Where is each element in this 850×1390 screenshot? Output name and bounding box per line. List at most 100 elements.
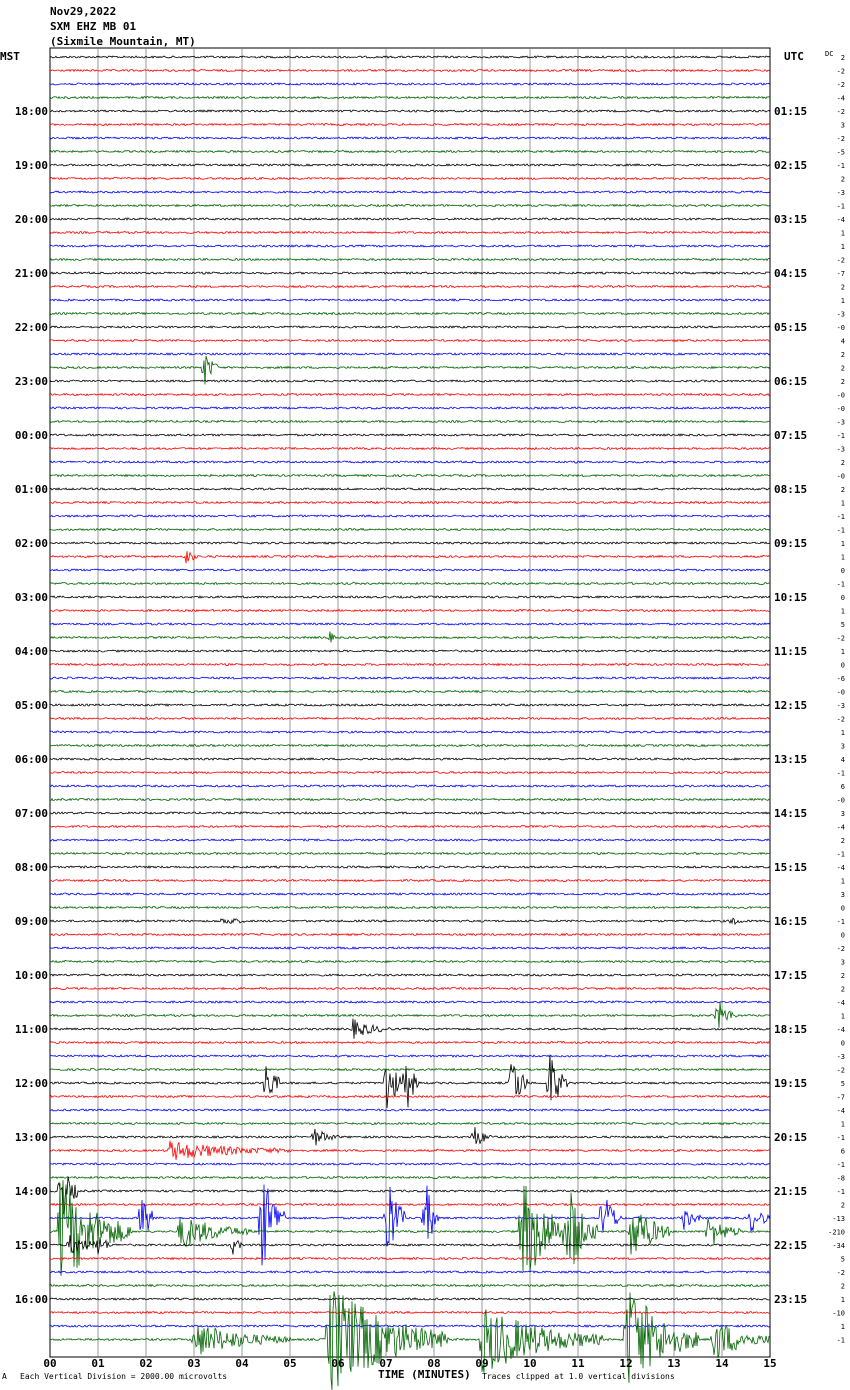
dc-offset-value: 1 (841, 878, 845, 886)
trace-row (49, 1176, 771, 1215)
mst-hour-label: 02:00 (15, 537, 48, 550)
dc-offset-value: -4 (837, 999, 845, 1007)
trace-row (49, 1000, 771, 1004)
dc-offset-value: 5 (841, 1080, 845, 1088)
trace-row (49, 1054, 771, 1109)
trace-row (49, 136, 771, 140)
utc-hour-label: 07:15 (774, 429, 807, 442)
utc-hour-label: 05:15 (774, 321, 807, 334)
trace-row (49, 298, 771, 302)
dc-offset-value: 3 (841, 959, 845, 967)
trace-row (49, 838, 771, 842)
trace-row (49, 514, 771, 518)
trace-row (49, 851, 771, 856)
dc-offset-value: -0 (837, 324, 845, 332)
dc-offset-value: 2 (841, 351, 845, 359)
dc-offset-value: 3 (841, 891, 845, 899)
trace-row (49, 770, 770, 775)
trace-row (49, 271, 771, 275)
mst-hour-label: 05:00 (15, 699, 48, 712)
dc-offset-value: -4 (837, 216, 845, 224)
trace-row (50, 551, 771, 564)
dc-offset-value: -7 (837, 1094, 845, 1102)
trace-row (49, 460, 771, 464)
dc-offset-value: 1 (841, 540, 845, 548)
x-tick-label: 01 (91, 1357, 105, 1370)
chart-location: (Sixmile Mountain, MT) (50, 35, 196, 48)
trace-row (49, 622, 771, 626)
trace-row (49, 149, 771, 154)
mst-hour-label: 00:00 (15, 429, 48, 442)
dc-offset-value: 1 (841, 554, 845, 562)
trace-row (49, 55, 771, 59)
trace-row (50, 1108, 771, 1112)
chart-date: Nov29,2022 (50, 5, 117, 18)
trace-row (49, 406, 771, 410)
trace-row (49, 352, 771, 356)
trace-row (50, 1235, 771, 1255)
utc-hour-label: 22:15 (774, 1239, 807, 1252)
x-tick-label: 05 (283, 1357, 296, 1370)
trace-row (49, 446, 771, 451)
dc-offset-value: 0 (841, 1040, 845, 1048)
trace-row (49, 325, 771, 329)
trace-row (49, 973, 771, 977)
mst-hour-label: 04:00 (15, 645, 48, 658)
dc-offset-value: -8 (837, 1175, 845, 1183)
dc-offset-value: 2 (841, 459, 845, 467)
dc-offset-value: 2 (841, 176, 845, 184)
dc-offset-value: -1 (837, 513, 845, 521)
trace-row (49, 568, 771, 572)
trace-row (49, 784, 771, 788)
trace-row (49, 122, 771, 127)
trace-row (49, 82, 771, 86)
dc-offset-value: -3 (837, 1053, 845, 1061)
utc-hour-label: 09:15 (774, 537, 807, 550)
mst-hour-label: 14:00 (15, 1185, 48, 1198)
dc-offset-value: -7 (837, 270, 845, 278)
trace-row (49, 1175, 770, 1180)
trace-row (49, 203, 771, 208)
dc-offset-value: 0 (841, 932, 845, 940)
trace-row (49, 541, 771, 545)
dc-offset-value: 5 (841, 1256, 845, 1264)
trace-row (49, 1324, 771, 1328)
mst-hour-label: 19:00 (15, 159, 48, 172)
dc-offset-value: 1 (841, 648, 845, 656)
dc-offset-value: 6 (841, 1148, 845, 1156)
trace-row (49, 716, 771, 721)
trace-row (49, 959, 771, 964)
x-tick-label: 00 (43, 1357, 56, 1370)
trace-row (50, 824, 771, 829)
trace-row (49, 878, 771, 883)
dc-offset-value: 6 (841, 783, 845, 791)
x-tick-label: 07 (379, 1357, 392, 1370)
mst-hour-label: 03:00 (15, 591, 48, 604)
dc-offset-value: -1 (837, 851, 845, 859)
dc-offset-value: -1 (837, 527, 845, 535)
trace-row (49, 1202, 771, 1207)
trace-row (49, 68, 771, 73)
trace-row (49, 1291, 771, 1390)
dc-offset-value: 1 (841, 1013, 845, 1021)
trace-row (49, 865, 771, 869)
trace-row (49, 703, 771, 707)
dc-offset-value: 0 (841, 662, 845, 670)
trace-row (49, 379, 771, 383)
dc-offset-value: -2 (837, 108, 845, 116)
trace-row (49, 676, 771, 680)
mst-hour-label: 18:00 (15, 105, 48, 118)
mst-hour-label: 08:00 (15, 861, 48, 874)
utc-hour-label: 04:15 (774, 267, 807, 280)
dc-offset-value: 3 (841, 122, 845, 130)
trace-row (49, 217, 771, 221)
dc-offset-value: -3 (837, 419, 845, 427)
trace-row (49, 473, 771, 478)
trace-row (49, 338, 771, 343)
mst-hour-label: 06:00 (15, 753, 48, 766)
dc-offset-value: -1 (837, 770, 845, 778)
mst-hour-label: 13:00 (15, 1131, 48, 1144)
trace-row (49, 419, 771, 424)
axis-labels: 18:00 19:00 20:00 21:00 22:00 23:00 00:00 01:00… (15, 50, 845, 1370)
trace-row (49, 1162, 771, 1166)
